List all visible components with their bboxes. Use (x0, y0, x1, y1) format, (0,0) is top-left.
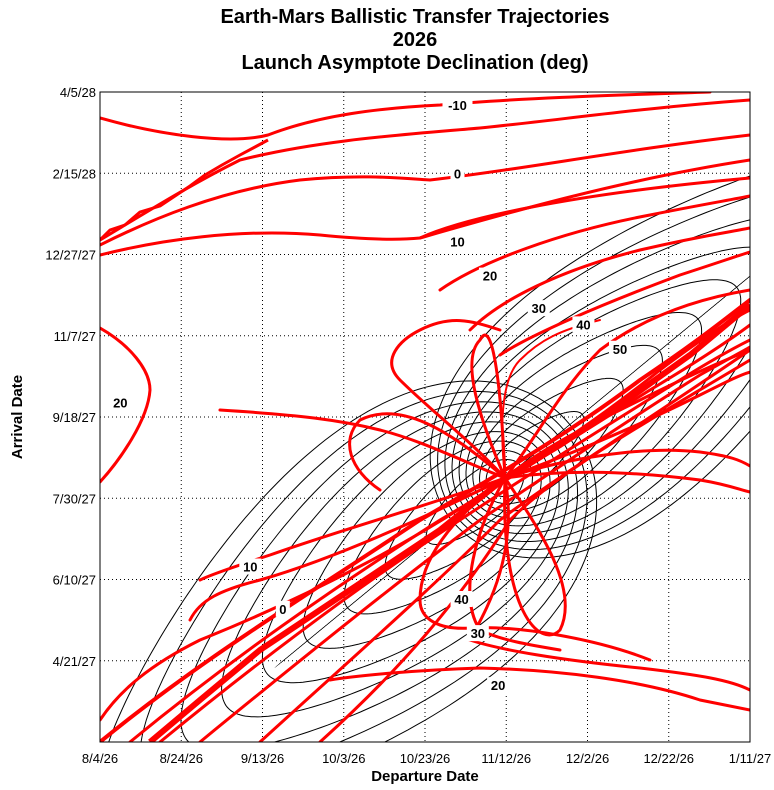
declination-contour (498, 250, 750, 357)
declination-contour (198, 345, 750, 742)
contour-label: 30 (471, 626, 485, 641)
contour-label-bg (450, 591, 473, 607)
contour-label-bg (442, 97, 473, 113)
declination-contour (258, 348, 750, 742)
declination-contour (218, 408, 507, 480)
declination-contour (100, 326, 152, 484)
contour-label-bg (450, 165, 465, 182)
contour-label-bg (239, 558, 262, 575)
x-axis-ticks: 8/4/26 8/24/26 9/13/26 10/3/26 10/23/26 11/12… (82, 751, 771, 766)
y-tick-label: 7/30/27 (53, 491, 96, 506)
energy-contour (221, 411, 569, 718)
declination-contour (328, 666, 750, 712)
contour-label-bg (466, 625, 489, 642)
energy-contours (108, 175, 750, 742)
y-tick-label: 2/15/28 (53, 166, 96, 181)
declination-contour (503, 448, 750, 480)
chart-title-line-3: Launch Asymptote Declination (deg) (241, 52, 589, 74)
contour-label: -10 (448, 98, 467, 113)
declination-contour (100, 133, 750, 247)
declination-contour (348, 412, 507, 492)
y-tick-label: 11/7/27 (54, 329, 96, 344)
contour-label: 20 (491, 678, 505, 693)
declination-contour (100, 158, 750, 257)
contour-label: 40 (576, 317, 590, 332)
contour-label-bg (446, 233, 469, 250)
declination-contour (467, 476, 750, 692)
declination-contour (418, 176, 750, 240)
energy-contour (140, 390, 588, 742)
declination-contour (100, 92, 712, 141)
contour-label: 20 (483, 269, 497, 284)
chart-title: Earth-Mars Ballistic Transfer Trajectori… (0, 6, 774, 75)
x-tick-label: 12/22/26 (643, 751, 694, 766)
contour-label-bg (109, 394, 132, 411)
declination-contour (390, 319, 507, 480)
contour-label-bg (572, 316, 595, 333)
x-tick-label: 1/11/27 (729, 751, 771, 766)
declination-contour (438, 194, 750, 292)
chart-title-line-1: Earth-Mars Ballistic Transfer Trajectori… (220, 6, 610, 28)
declination-contours (100, 92, 750, 742)
contour-label: 0 (454, 166, 461, 181)
declination-contour (503, 476, 567, 637)
declination-contour (100, 298, 750, 742)
y-tick-label: 12/27/27 (45, 248, 96, 263)
declination-contour (503, 470, 750, 494)
declination-contour (501, 319, 601, 479)
contour-label: 20 (113, 395, 127, 410)
contour-label: 10 (450, 235, 464, 250)
declination-contour-band (148, 302, 750, 742)
contour-label: 40 (454, 592, 468, 607)
x-tick-label: 11/12/26 (481, 751, 531, 766)
y-tick-label: 9/18/27 (53, 410, 96, 425)
contour-label-bg (487, 677, 510, 694)
declination-contour (503, 370, 750, 480)
y-axis-label: Arrival Date (9, 375, 26, 459)
declination-contour (503, 288, 750, 480)
contour-label: 30 (532, 301, 546, 316)
declination-contour (503, 348, 750, 480)
y-tick-label: 4/5/28 (60, 85, 96, 100)
declination-contour (100, 138, 269, 242)
x-axis-label: Departure Date (371, 768, 479, 785)
energy-contour (180, 401, 579, 742)
x-tick-label: 12/2/26 (566, 751, 609, 766)
x-tick-label: 10/3/26 (322, 751, 365, 766)
chart-title-line-2: 2026 (392, 29, 438, 51)
declination-contour (418, 476, 652, 662)
declination-contour (470, 333, 507, 480)
contour-label-bg (479, 267, 501, 284)
y-tick-label: 4/21/27 (53, 654, 96, 669)
contour-label: 50 (613, 342, 627, 357)
plot-frame (99, 91, 751, 743)
energy-contour (108, 380, 598, 742)
x-tick-label: 10/23/26 (400, 751, 451, 766)
y-axis-ticks: 4/21/27 6/10/27 7/30/27 9/18/27 11/7/27 12/27… (45, 85, 96, 669)
declination-contour (468, 226, 750, 332)
declination-contour (198, 476, 507, 582)
energy-contour (261, 421, 560, 684)
contour-label-bg (609, 340, 631, 357)
contour-labels: -10 0 10 20 30 40 50 20 10 0 40 30 20 (109, 97, 631, 694)
contour-label-bg (275, 600, 290, 617)
x-tick-label: 8/24/26 (160, 751, 203, 766)
y-tick-label: 6/10/27 (53, 573, 96, 588)
contour-label: 0 (279, 602, 286, 617)
contour-label-bg (527, 300, 550, 317)
x-tick-label: 8/4/26 (82, 751, 118, 766)
x-tick-label: 9/13/26 (241, 751, 284, 766)
contour-label: 10 (243, 560, 257, 575)
